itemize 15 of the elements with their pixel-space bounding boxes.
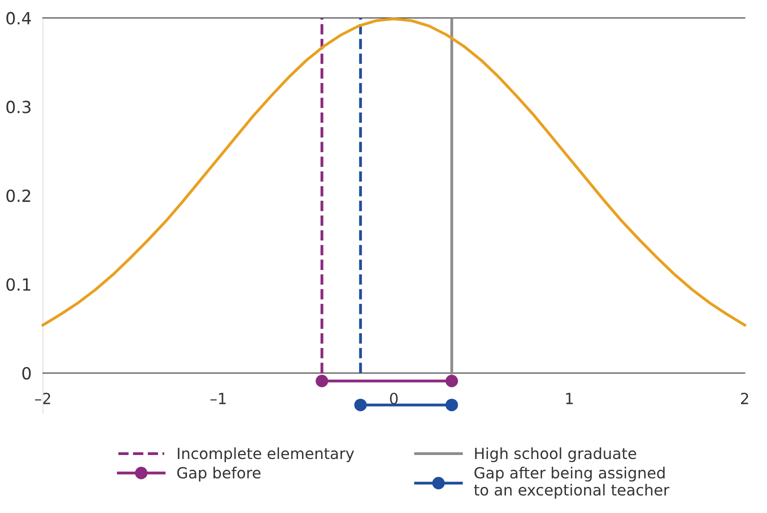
y-tick-label: 0.2 <box>6 189 30 202</box>
y-tick-label: 0.1 <box>6 278 30 291</box>
y-tick-label: 0.4 <box>6 12 31 25</box>
x-tick-label: 0 <box>390 392 398 404</box>
y-tick-label: 0 <box>22 366 31 380</box>
x-tick-label: 2 <box>741 392 748 404</box>
x-tick-label: –1 <box>210 392 226 404</box>
x-tick-label: –2 <box>35 392 50 404</box>
legend-label: Incomplete elementary <box>178 447 354 462</box>
legend-label: Gap after being assigned to an exceptional teacher <box>474 466 670 499</box>
legend-label: Gap before <box>177 466 260 482</box>
legend-label: High school graduate <box>475 447 636 462</box>
x-tick-label: 1 <box>566 392 573 404</box>
line-series <box>42 17 746 326</box>
y-tick-label: 0.3 <box>6 100 31 114</box>
